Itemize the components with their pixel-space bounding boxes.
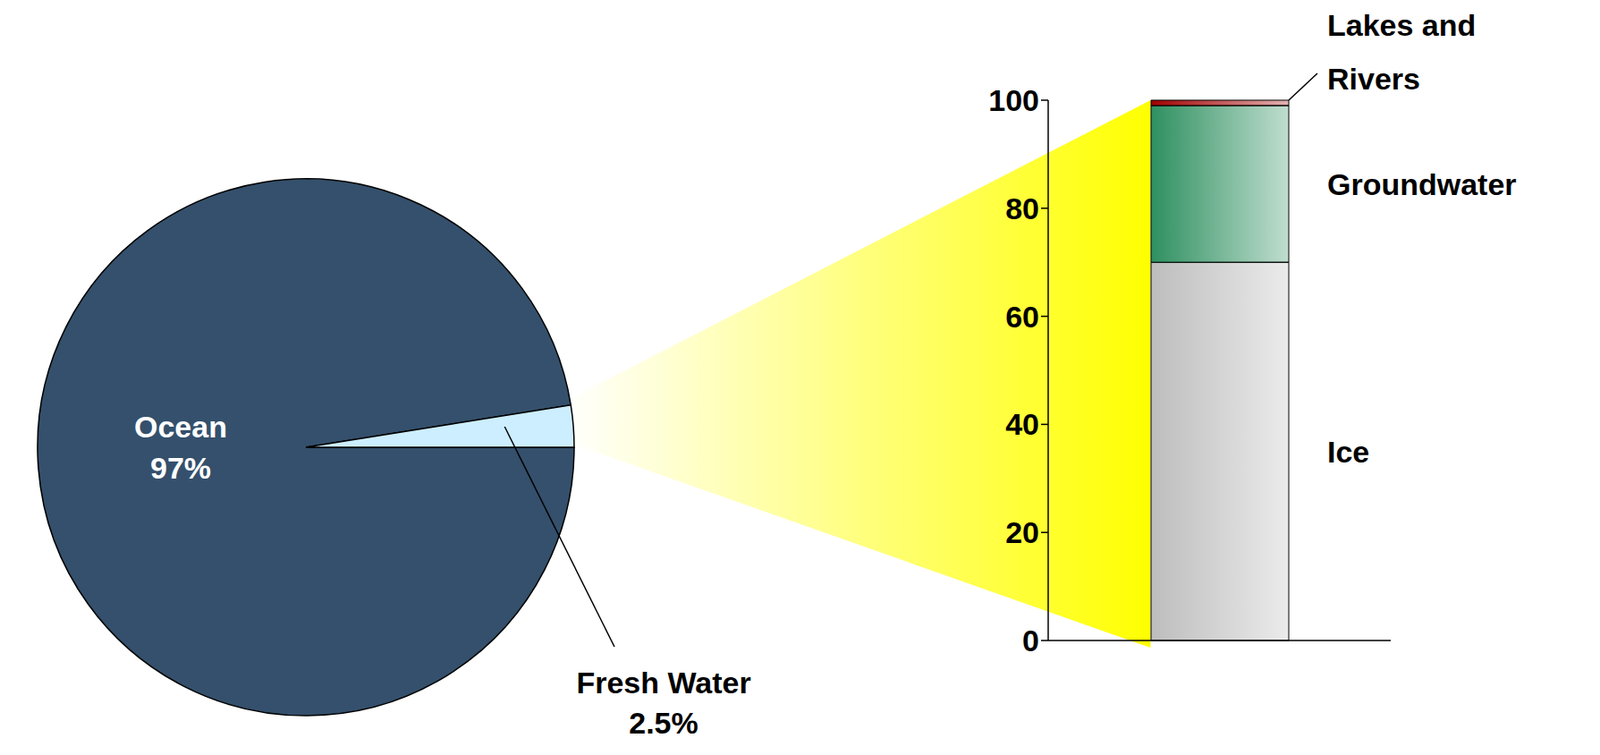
svg-text:100: 100 — [988, 83, 1040, 118]
svg-text:Fresh Water2.5%: Fresh Water2.5% — [575, 665, 751, 740]
svg-text:Ice: Ice — [1327, 434, 1370, 469]
svg-text:80: 80 — [1005, 191, 1040, 226]
svg-text:60: 60 — [1005, 299, 1040, 334]
svg-text:40: 40 — [1005, 406, 1040, 441]
svg-text:Groundwater: Groundwater — [1327, 167, 1517, 202]
svg-text:20: 20 — [1005, 515, 1040, 550]
svg-text:0: 0 — [1022, 623, 1040, 658]
svg-text:Lakes andRivers: Lakes andRivers — [1327, 8, 1476, 96]
svg-text:Ocean97%: Ocean97% — [134, 409, 228, 485]
